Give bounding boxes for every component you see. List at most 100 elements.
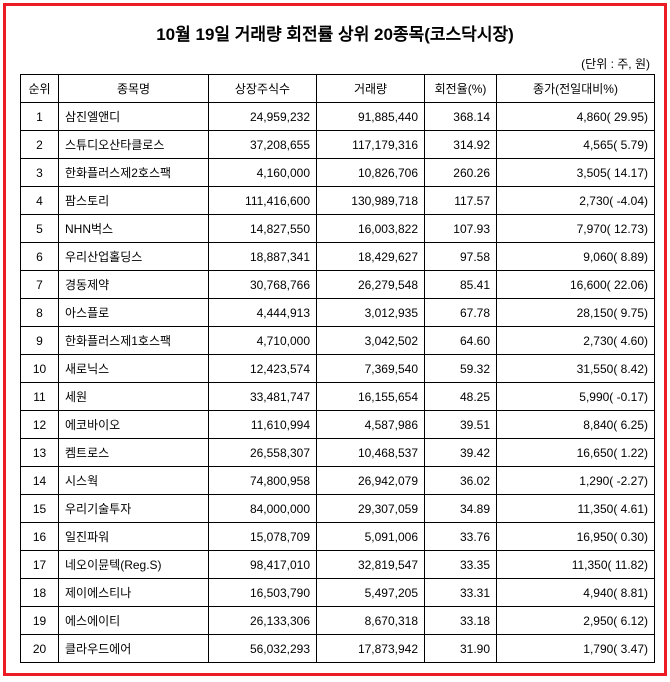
table-row: 11세원33,481,74716,155,65448.255,990( -0.1… <box>21 383 655 411</box>
cell-close: 16,600( 22.06) <box>497 271 655 299</box>
table-row: 4팜스토리111,416,600130,989,718117.572,730( … <box>21 187 655 215</box>
cell-close: 4,565( 5.79) <box>497 131 655 159</box>
cell-vol: 16,155,654 <box>317 383 425 411</box>
cell-rate: 64.60 <box>425 327 497 355</box>
cell-name: 일진파워 <box>59 523 209 551</box>
cell-rate: 107.93 <box>425 215 497 243</box>
cell-shares: 18,887,341 <box>209 243 317 271</box>
cell-rate: 59.32 <box>425 355 497 383</box>
cell-name: 한화플러스제1호스팩 <box>59 327 209 355</box>
cell-close: 1,290( -2.27) <box>497 467 655 495</box>
cell-rank: 17 <box>21 551 59 579</box>
cell-close: 1,790( 3.47) <box>497 635 655 663</box>
cell-name: 시스웍 <box>59 467 209 495</box>
cell-rank: 12 <box>21 411 59 439</box>
cell-shares: 4,160,000 <box>209 159 317 187</box>
cell-name: 켐트로스 <box>59 439 209 467</box>
table-row: 3한화플러스제2호스팩4,160,00010,826,706260.263,50… <box>21 159 655 187</box>
cell-rank: 7 <box>21 271 59 299</box>
cell-rank: 9 <box>21 327 59 355</box>
cell-close: 16,950( 0.30) <box>497 523 655 551</box>
cell-rank: 10 <box>21 355 59 383</box>
cell-close: 9,060( 8.89) <box>497 243 655 271</box>
cell-rank: 18 <box>21 579 59 607</box>
table-row: 5NHN벅스14,827,55016,003,822107.937,970( 1… <box>21 215 655 243</box>
col-vol: 거래량 <box>317 75 425 103</box>
col-rate: 회전율(%) <box>425 75 497 103</box>
header-row: 순위 종목명 상장주식수 거래량 회전율(%) 종가(전일대비%) <box>21 75 655 103</box>
cell-close: 5,990( -0.17) <box>497 383 655 411</box>
cell-vol: 8,670,318 <box>317 607 425 635</box>
cell-name: 삼진엘앤디 <box>59 103 209 131</box>
cell-name: 제이에스티나 <box>59 579 209 607</box>
cell-rank: 1 <box>21 103 59 131</box>
cell-vol: 7,369,540 <box>317 355 425 383</box>
cell-close: 7,970( 12.73) <box>497 215 655 243</box>
cell-vol: 130,989,718 <box>317 187 425 215</box>
cell-shares: 14,827,550 <box>209 215 317 243</box>
cell-vol: 5,497,205 <box>317 579 425 607</box>
col-name: 종목명 <box>59 75 209 103</box>
cell-shares: 98,417,010 <box>209 551 317 579</box>
cell-vol: 18,429,627 <box>317 243 425 271</box>
table-row: 10새로닉스12,423,5747,369,54059.3231,550( 8.… <box>21 355 655 383</box>
table-row: 6우리산업홀딩스18,887,34118,429,62797.589,060( … <box>21 243 655 271</box>
data-table: 순위 종목명 상장주식수 거래량 회전율(%) 종가(전일대비%) 1삼진엘앤디… <box>20 74 655 663</box>
cell-shares: 26,558,307 <box>209 439 317 467</box>
cell-close: 2,730( 4.60) <box>497 327 655 355</box>
cell-name: 우리산업홀딩스 <box>59 243 209 271</box>
report-title: 10월 19일 거래량 회전률 상위 20종목(코스닥시장) <box>20 20 650 45</box>
cell-close: 31,550( 8.42) <box>497 355 655 383</box>
cell-shares: 4,710,000 <box>209 327 317 355</box>
table-body: 1삼진엘앤디24,959,23291,885,440368.144,860( 2… <box>21 103 655 663</box>
table-row: 18제이에스티나16,503,7905,497,20533.314,940( 8… <box>21 579 655 607</box>
table-row: 16일진파워15,078,7095,091,00633.7616,950( 0.… <box>21 523 655 551</box>
cell-rate: 36.02 <box>425 467 497 495</box>
cell-close: 2,950( 6.12) <box>497 607 655 635</box>
cell-rate: 368.14 <box>425 103 497 131</box>
cell-shares: 16,503,790 <box>209 579 317 607</box>
cell-rate: 48.25 <box>425 383 497 411</box>
cell-close: 16,650( 1.22) <box>497 439 655 467</box>
cell-rank: 6 <box>21 243 59 271</box>
cell-rate: 85.41 <box>425 271 497 299</box>
cell-shares: 11,610,994 <box>209 411 317 439</box>
table-row: 15우리기술투자84,000,00029,307,05934.8911,350(… <box>21 495 655 523</box>
cell-shares: 33,481,747 <box>209 383 317 411</box>
cell-vol: 26,942,079 <box>317 467 425 495</box>
cell-rank: 16 <box>21 523 59 551</box>
col-shares: 상장주식수 <box>209 75 317 103</box>
cell-rate: 33.31 <box>425 579 497 607</box>
cell-vol: 117,179,316 <box>317 131 425 159</box>
cell-rate: 33.35 <box>425 551 497 579</box>
cell-vol: 3,012,935 <box>317 299 425 327</box>
table-row: 13켐트로스26,558,30710,468,53739.4216,650( 1… <box>21 439 655 467</box>
col-close: 종가(전일대비%) <box>497 75 655 103</box>
cell-rate: 33.76 <box>425 523 497 551</box>
cell-name: 새로닉스 <box>59 355 209 383</box>
cell-close: 11,350( 4.61) <box>497 495 655 523</box>
cell-rate: 33.18 <box>425 607 497 635</box>
cell-rate: 117.57 <box>425 187 497 215</box>
cell-name: 스튜디오산타클로스 <box>59 131 209 159</box>
table-row: 8아스플로4,444,9133,012,93567.7828,150( 9.75… <box>21 299 655 327</box>
cell-name: NHN벅스 <box>59 215 209 243</box>
cell-vol: 4,587,986 <box>317 411 425 439</box>
cell-name: 아스플로 <box>59 299 209 327</box>
cell-shares: 15,078,709 <box>209 523 317 551</box>
cell-name: 에스에이티 <box>59 607 209 635</box>
cell-vol: 32,819,547 <box>317 551 425 579</box>
cell-name: 세원 <box>59 383 209 411</box>
cell-vol: 26,279,548 <box>317 271 425 299</box>
cell-close: 2,730( -4.04) <box>497 187 655 215</box>
cell-vol: 29,307,059 <box>317 495 425 523</box>
cell-shares: 24,959,232 <box>209 103 317 131</box>
cell-close: 3,505( 14.17) <box>497 159 655 187</box>
cell-vol: 17,873,942 <box>317 635 425 663</box>
cell-name: 네오이뮨텍(Reg.S) <box>59 551 209 579</box>
cell-vol: 91,885,440 <box>317 103 425 131</box>
cell-close: 8,840( 6.25) <box>497 411 655 439</box>
cell-close: 4,860( 29.95) <box>497 103 655 131</box>
cell-rank: 5 <box>21 215 59 243</box>
cell-shares: 12,423,574 <box>209 355 317 383</box>
